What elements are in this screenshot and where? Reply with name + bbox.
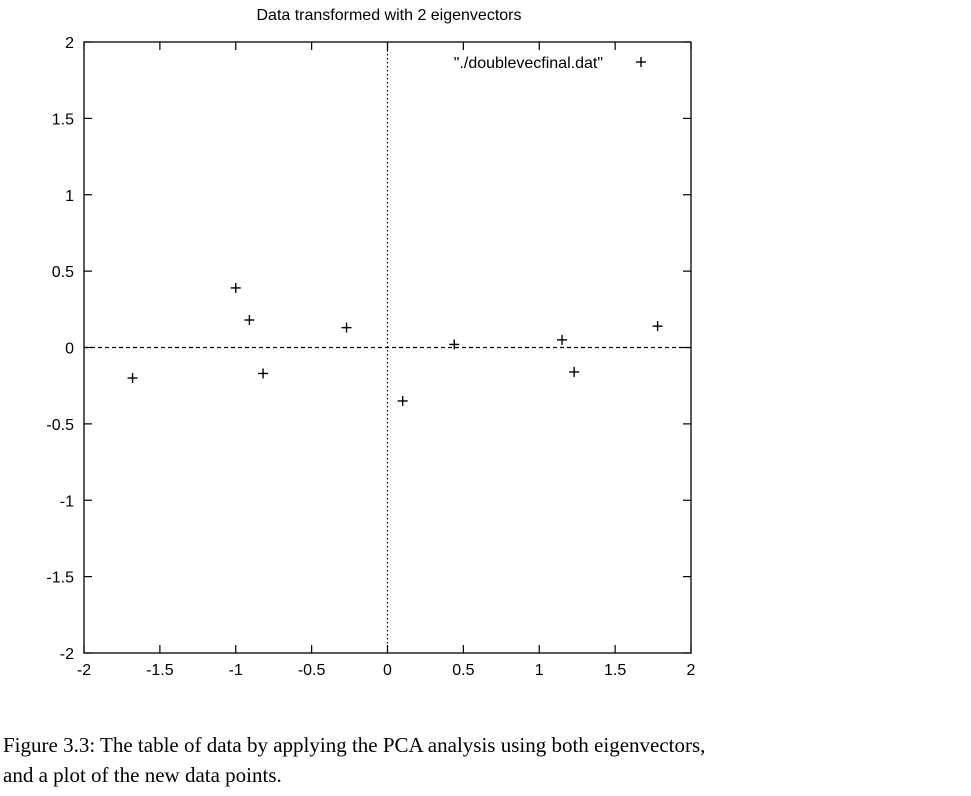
y-tick-label: 0.5	[52, 264, 74, 281]
x-tick-label: -0.5	[298, 662, 326, 679]
y-tick-label: 0	[65, 341, 74, 358]
y-tick-label: -1	[60, 493, 74, 510]
x-tick-label: 1.5	[604, 662, 626, 679]
data-point	[397, 395, 408, 406]
x-tick-label: 0.5	[452, 662, 474, 679]
data-point	[127, 373, 138, 384]
x-tick-label: -2	[77, 662, 91, 679]
data-points	[127, 282, 663, 406]
legend-plus-marker	[636, 57, 646, 67]
figure-caption: Figure 3.3: The table of data by applyin…	[3, 730, 968, 790]
data-point	[449, 339, 460, 350]
caption-line-2: and a plot of the new data points.	[3, 763, 282, 787]
data-point	[341, 322, 352, 333]
data-point	[230, 282, 241, 293]
data-point	[652, 321, 663, 332]
chart-title: Data transformed with 2 eigenvectors	[256, 7, 521, 24]
legend-marker	[636, 57, 646, 67]
axis-ticks: -2 -1.5 -1 -0.5 0 0.5 1 1.5 2 2 1.5 1 0.5 0 -0.5 -1 -1.5…	[46, 35, 695, 679]
caption-line-1: Figure 3.3: The table of data by applyin…	[3, 733, 706, 757]
x-tick-label: 1	[535, 662, 544, 679]
scatter-plot: Data transformed with 2 eigenvectors -2-…	[46, 7, 695, 679]
y-tick-label: -1.5	[46, 570, 74, 587]
x-tick-label: 2	[687, 662, 696, 679]
x-tick-label: -1	[229, 662, 243, 679]
y-tick-label: -2	[60, 646, 74, 663]
data-point	[569, 366, 580, 377]
y-tick-label: -0.5	[46, 417, 74, 434]
x-tick-label: 0	[383, 662, 392, 679]
data-point	[244, 315, 255, 326]
data-point	[258, 368, 269, 379]
y-tick-label: 1	[65, 188, 74, 205]
data-point	[557, 334, 568, 345]
zero-axes	[84, 42, 691, 653]
legend-label: "./doublevecfinal.dat"	[454, 55, 603, 72]
x-tick-label: -1.5	[146, 662, 174, 679]
y-tick-label: 2	[65, 35, 74, 52]
y-tick-label: 1.5	[52, 111, 74, 128]
legend: "./doublevecfinal.dat"	[454, 55, 646, 72]
